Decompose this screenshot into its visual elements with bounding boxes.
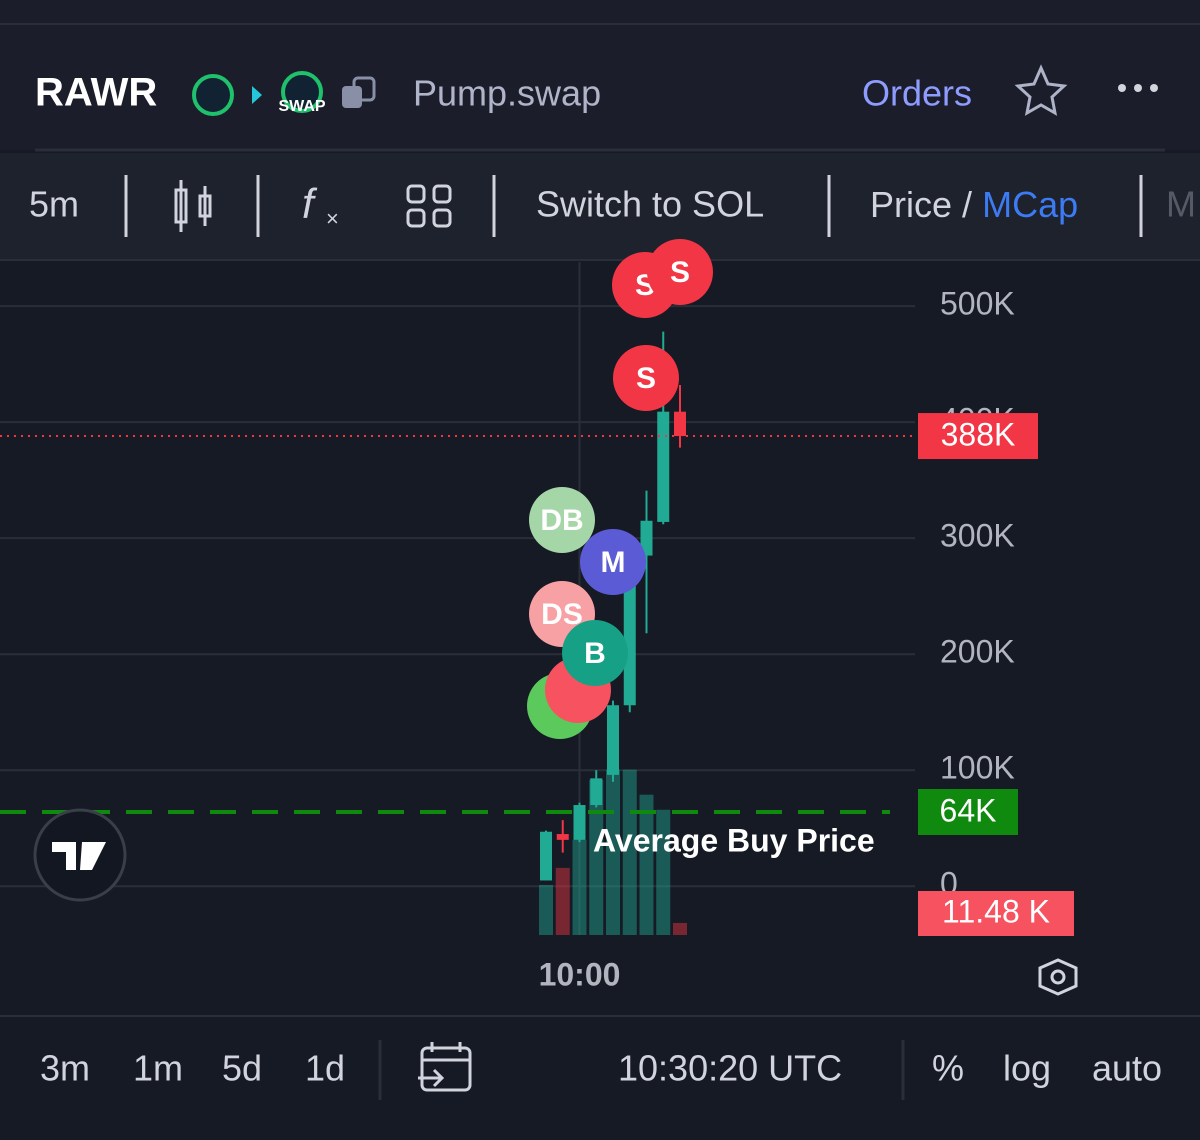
volume-bar [673,922,687,935]
range-button[interactable]: 3m [40,1048,90,1089]
tv-logo[interactable] [33,808,127,902]
copy-icon[interactable] [342,86,362,108]
date-range-button[interactable] [418,1042,472,1092]
x-tick-label: 10:00 [539,956,621,992]
price-badge-bg [918,413,1038,460]
trade-marker[interactable] [647,239,713,305]
price-badge: 388K [941,417,1016,453]
trade-marker[interactable] [613,345,679,411]
candle-body [573,805,586,840]
range-button[interactable]: 5d [222,1048,262,1089]
clock: 10:30:20 UTC [618,1048,842,1089]
trade-marker-label: DB [540,504,583,537]
auto-button[interactable]: auto [1092,1048,1162,1089]
trade-marker[interactable] [529,487,595,553]
trade-marker-label: M [601,546,626,579]
volume-badge: 11.48 K [942,893,1050,929]
trade-marker-label: S [670,256,690,289]
volume-bar [589,779,604,935]
pill-icon [192,74,234,116]
log-button[interactable]: log [1003,1048,1051,1089]
orders-link[interactable]: Orders [862,73,972,114]
more-tools[interactable]: M [1166,184,1196,225]
y-tick-label: 200K [940,634,1015,670]
trade-marker[interactable] [562,620,628,686]
interval-button[interactable]: 5m [29,184,79,225]
avg-badge-bg [918,789,1018,836]
candle-body [540,831,552,881]
volume-bar [639,794,654,935]
swap-badge: SWAP [278,98,325,115]
tv-logo-mark [52,842,106,870]
separator: / [962,184,972,225]
settings-button[interactable] [1038,958,1078,996]
avg-label: Average Buy Price [593,822,875,858]
mcap-option[interactable]: MCap [982,184,1078,225]
candle-body [640,520,653,556]
range-button[interactable]: 1d [305,1048,345,1089]
y-tick-label: 500K [940,286,1015,322]
candle-body [623,585,636,706]
trade-marker-label: S [636,362,656,395]
candle-body [590,778,603,806]
swap-icon[interactable] [281,71,323,113]
venue: Pump.swap [413,73,601,114]
price-option[interactable]: Price [870,184,952,225]
avg-badge: 64K [940,792,997,828]
symbol: RAWR [35,71,157,115]
arrow-icon [252,86,262,104]
trade-marker-label: DS [541,598,583,631]
switch-button[interactable]: Switch to SOL [536,184,764,225]
plot: 0100K200K300K400K500K10:00388K64KAverage… [0,239,1074,992]
price-toggle[interactable]: Price / MCap [870,184,1078,225]
trade-marker-label: B [584,637,606,670]
volume-bar [555,867,570,935]
range-button[interactable]: 1m [133,1048,183,1089]
layout-button[interactable] [406,184,452,228]
candle-type-button[interactable] [174,180,212,232]
trade-marker[interactable] [580,529,646,595]
volume-bar [539,884,553,935]
candle-body [556,834,569,840]
settings-button [1050,969,1066,985]
percent-button[interactable]: % [932,1048,964,1089]
volume-bar [572,839,587,935]
candle-body [657,411,670,522]
copy-icon [352,76,376,102]
indicators-button: × [326,206,339,231]
separators [124,175,1143,237]
volume-bar [656,809,671,935]
candle-body [674,411,686,437]
candle-body [607,705,619,775]
y-tick-label: 300K [940,518,1015,554]
footer: 3m 1m 5d 1d [40,1048,345,1089]
star-button[interactable] [1014,64,1068,116]
more-button[interactable] [1118,84,1158,92]
volume-badge-bg [918,891,1074,936]
y-tick-label: 100K [940,750,1015,786]
